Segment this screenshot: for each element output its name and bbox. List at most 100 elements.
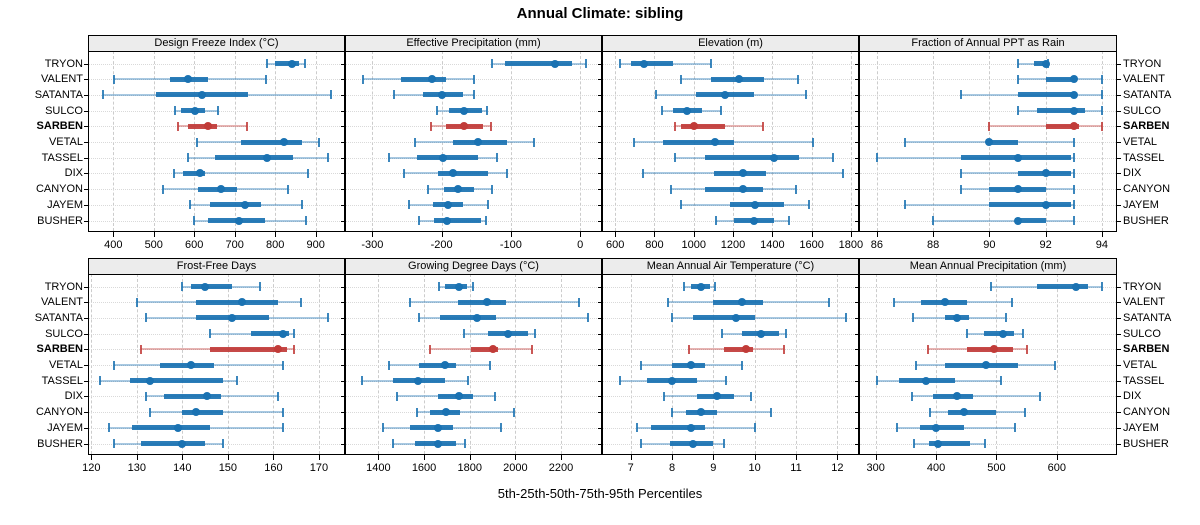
site-label-right-vetal: VETAL xyxy=(1123,136,1158,148)
whisker-cap-low xyxy=(395,391,398,401)
row-guide xyxy=(860,220,1116,222)
whisker-cap-high xyxy=(532,137,535,147)
axis-tick-y xyxy=(855,333,859,335)
median-dot-tassel xyxy=(770,153,779,162)
median-dot-sarben xyxy=(1069,122,1078,131)
iqr-box-tassel xyxy=(129,378,224,384)
median-dot-canyon xyxy=(960,408,969,417)
median-dot-vetal xyxy=(280,138,289,146)
site-label-left-dix: DIX xyxy=(64,167,83,180)
axis-tick-y xyxy=(855,204,859,206)
whisker-cap-high xyxy=(1100,106,1103,116)
whisker-cap-high xyxy=(488,360,491,370)
iqr-box-sarben xyxy=(1045,123,1080,129)
axis-tick xyxy=(182,455,184,460)
whisker-cap-low xyxy=(382,423,385,433)
whisker-cap-low xyxy=(403,168,406,178)
iqr-box-busher xyxy=(434,218,482,223)
whisker-cap-high xyxy=(844,313,847,323)
median-dot-satanta xyxy=(953,313,962,322)
whisker-cap-low xyxy=(662,391,665,401)
median-dot-jayem xyxy=(1041,200,1050,209)
axis-tick-y xyxy=(598,443,602,445)
iqr-box-busher xyxy=(928,441,970,446)
row-guide xyxy=(346,396,601,398)
median-dot-dix xyxy=(196,169,205,178)
whisker-cap-low xyxy=(427,184,430,194)
whisker-cap-high xyxy=(486,106,489,116)
whisker-cap-low xyxy=(720,329,723,339)
median-dot-sulco xyxy=(191,106,200,115)
iqr-box-sarben xyxy=(188,123,217,129)
whisker-cap-low xyxy=(490,59,493,68)
row-guide xyxy=(346,365,601,366)
iqr-box-jayem xyxy=(409,425,454,431)
axis-tick xyxy=(876,232,878,237)
axis-tick-y xyxy=(855,349,859,351)
iqr-box-jayem xyxy=(132,425,210,431)
median-dot-jayem xyxy=(433,423,442,432)
axis-tick-y xyxy=(598,142,602,143)
axis-tick-y xyxy=(855,157,859,159)
whisker-cap-low xyxy=(679,74,682,84)
iqr-box-sarben xyxy=(723,346,753,352)
whisker-cap-low xyxy=(417,216,420,225)
row-guide xyxy=(603,427,858,429)
panel-effective-precipitation-mm xyxy=(345,50,602,232)
iqr-box-valent xyxy=(1045,76,1074,82)
whisker-cap-high xyxy=(276,391,279,401)
axis-tick-y xyxy=(855,365,859,366)
axis-tick-y xyxy=(84,110,88,112)
whisker-cap-low xyxy=(635,423,638,433)
whisker-cap-high xyxy=(292,344,295,354)
whisker-cap-high xyxy=(808,200,811,210)
median-dot-tassel xyxy=(146,376,155,385)
whisker-cap-high xyxy=(749,391,752,401)
axis-tick-label: 600 xyxy=(185,239,204,251)
site-label-right-satanta: SATANTA xyxy=(1123,311,1172,324)
strip-effective-precipitation-mm: Effective Precipitation (mm) xyxy=(345,35,602,52)
median-dot-satanta xyxy=(472,313,481,322)
gridline xyxy=(713,274,715,454)
whisker-cap-low xyxy=(660,106,663,116)
whisker-cap-low xyxy=(181,282,184,291)
axis-tick xyxy=(424,455,426,460)
whisker-cap-high xyxy=(222,439,225,448)
median-dot-satanta xyxy=(1069,90,1078,99)
axis-tick-y xyxy=(341,412,345,414)
iqr-box-jayem xyxy=(989,202,1071,208)
whisker-cap-low xyxy=(173,168,175,178)
axis-tick-y xyxy=(1117,333,1121,335)
gridline xyxy=(630,274,632,454)
row-guide xyxy=(860,173,1116,175)
whisker-cap-low xyxy=(1016,59,1019,68)
row-guide xyxy=(346,380,601,382)
whisker-cap-high xyxy=(473,74,476,84)
row-guide xyxy=(603,110,858,112)
iqr-box-jayem xyxy=(210,202,261,208)
row-guide xyxy=(860,427,1116,429)
gridline xyxy=(561,274,563,454)
median-dot-dix xyxy=(739,169,748,178)
row-guide xyxy=(603,220,858,222)
site-label-left-valent: VALENT xyxy=(41,73,83,86)
whisker-cap-high xyxy=(286,184,289,194)
row-guide xyxy=(860,317,1116,319)
axis-tick-y xyxy=(855,380,859,382)
whisker-cap-high xyxy=(500,423,503,433)
whisker-cap-high xyxy=(1072,168,1075,178)
gridline xyxy=(234,51,236,231)
axis-tick xyxy=(875,455,877,460)
whisker-cap-high xyxy=(1010,297,1013,307)
whisker-jayem xyxy=(905,203,1074,206)
row-guide xyxy=(603,63,858,65)
gridline xyxy=(875,274,877,454)
iqr-box-vetal xyxy=(419,362,456,368)
whisker-cap-low xyxy=(462,329,465,339)
row-guide xyxy=(89,110,344,112)
axis-tick xyxy=(672,455,674,460)
whisker-cap-low xyxy=(189,200,192,210)
axis-tick-label: 0 xyxy=(577,239,584,251)
whisker-cap-high xyxy=(714,282,717,291)
axis-tick-y xyxy=(1117,173,1121,175)
